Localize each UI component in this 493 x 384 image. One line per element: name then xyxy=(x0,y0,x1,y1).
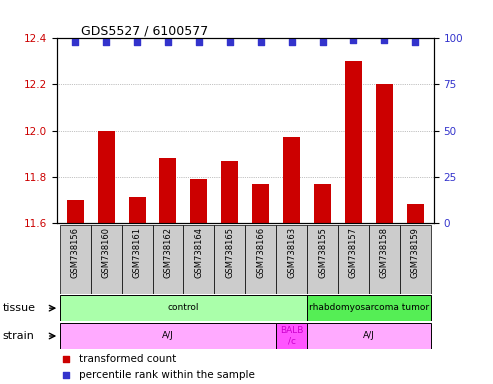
Point xyxy=(327,154,335,161)
Bar xyxy=(276,323,307,349)
Text: control: control xyxy=(168,303,199,312)
Text: GSM738159: GSM738159 xyxy=(411,227,420,278)
Bar xyxy=(276,225,307,294)
Text: A/J: A/J xyxy=(162,331,174,340)
Bar xyxy=(67,200,84,223)
Text: GSM738157: GSM738157 xyxy=(349,227,358,278)
Bar xyxy=(129,197,145,223)
Point xyxy=(226,39,234,45)
Bar xyxy=(307,225,338,294)
Bar xyxy=(159,158,176,223)
Bar xyxy=(122,225,152,294)
Bar xyxy=(307,295,431,321)
Text: GSM738156: GSM738156 xyxy=(70,227,80,278)
Point xyxy=(327,302,335,308)
Text: GSM738163: GSM738163 xyxy=(287,227,296,278)
Text: strain: strain xyxy=(2,331,35,341)
Bar xyxy=(245,225,276,294)
Text: GDS5527 / 6100577: GDS5527 / 6100577 xyxy=(81,25,209,38)
Bar xyxy=(376,84,393,223)
Point xyxy=(133,39,141,45)
Text: transformed count: transformed count xyxy=(78,354,176,364)
Point xyxy=(102,39,110,45)
Text: GSM738155: GSM738155 xyxy=(318,227,327,278)
Point xyxy=(350,37,357,43)
Text: GSM738165: GSM738165 xyxy=(225,227,234,278)
Text: BALB
/c: BALB /c xyxy=(280,326,303,345)
Bar xyxy=(152,225,183,294)
Point xyxy=(318,39,326,45)
Text: percentile rank within the sample: percentile rank within the sample xyxy=(78,370,254,380)
Text: GSM738166: GSM738166 xyxy=(256,227,265,278)
Bar xyxy=(60,295,307,321)
Bar xyxy=(60,323,276,349)
Text: GSM738164: GSM738164 xyxy=(194,227,204,278)
Bar xyxy=(183,225,214,294)
Bar xyxy=(400,225,431,294)
Text: GSM738162: GSM738162 xyxy=(164,227,173,278)
Text: GSM738161: GSM738161 xyxy=(133,227,141,278)
Bar xyxy=(214,225,245,294)
Text: GSM738158: GSM738158 xyxy=(380,227,389,278)
Text: tissue: tissue xyxy=(2,303,35,313)
Bar xyxy=(314,184,331,223)
Bar xyxy=(283,137,300,223)
Bar xyxy=(98,131,115,223)
Point xyxy=(381,37,388,43)
Bar xyxy=(91,225,122,294)
Bar xyxy=(407,204,424,223)
Point xyxy=(195,39,203,45)
Bar xyxy=(60,225,91,294)
Point xyxy=(71,39,79,45)
Point xyxy=(257,39,265,45)
Point xyxy=(411,39,419,45)
Point xyxy=(288,39,296,45)
Bar xyxy=(221,161,238,223)
Bar xyxy=(338,225,369,294)
Bar xyxy=(307,323,431,349)
Point xyxy=(164,39,172,45)
Text: GSM738160: GSM738160 xyxy=(102,227,110,278)
Bar xyxy=(369,225,400,294)
Bar xyxy=(252,184,269,223)
Bar xyxy=(345,61,362,223)
Bar xyxy=(190,179,208,223)
Text: rhabdomyosarcoma tumor: rhabdomyosarcoma tumor xyxy=(309,303,429,312)
Text: A/J: A/J xyxy=(363,331,375,340)
